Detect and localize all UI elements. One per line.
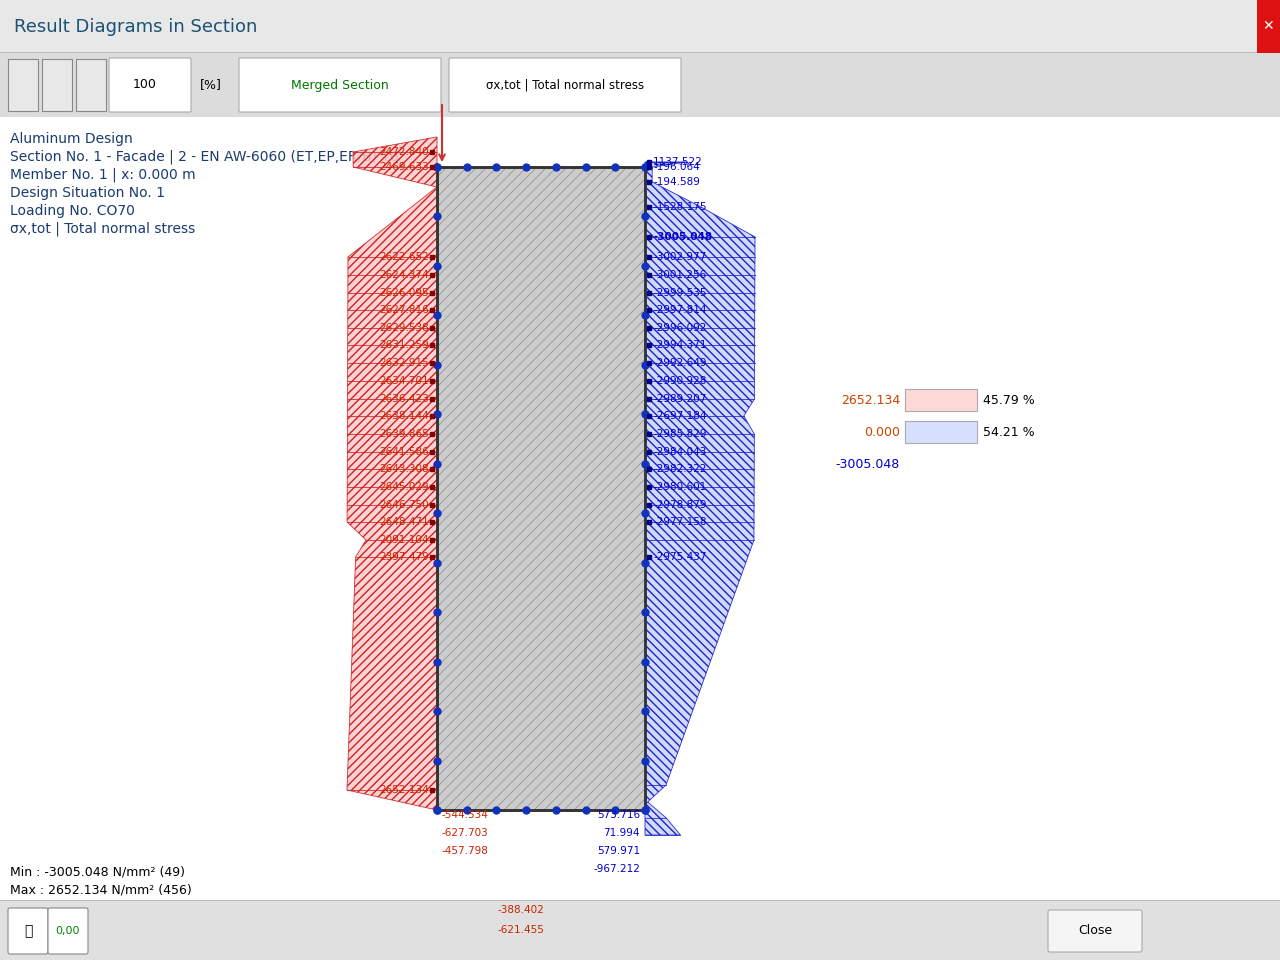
FancyBboxPatch shape xyxy=(49,908,88,954)
Text: 2626.095: 2626.095 xyxy=(379,288,429,298)
FancyBboxPatch shape xyxy=(109,58,191,112)
Text: σx,tot | Total normal stress: σx,tot | Total normal stress xyxy=(10,222,196,236)
Text: 🔍: 🔍 xyxy=(24,924,32,938)
Text: -2985.829: -2985.829 xyxy=(653,429,707,439)
FancyBboxPatch shape xyxy=(239,58,442,112)
Text: -2994.371: -2994.371 xyxy=(653,340,707,350)
Text: Section No. 1 - Facade | 2 - EN AW-6060 (ET,EP,ER/B) T6: Section No. 1 - Facade | 2 - EN AW-6060 … xyxy=(10,150,399,164)
Text: 2639.865: 2639.865 xyxy=(379,429,429,439)
Text: -196.064: -196.064 xyxy=(653,162,700,172)
Text: 71.994: 71.994 xyxy=(603,828,640,838)
Text: -457.798: -457.798 xyxy=(442,846,489,856)
Text: -2978.879: -2978.879 xyxy=(653,500,707,510)
Text: -544.534: -544.534 xyxy=(442,810,489,820)
Text: Design Situation No. 1: Design Situation No. 1 xyxy=(10,186,165,200)
Text: 54.21 %: 54.21 % xyxy=(983,425,1034,439)
Bar xyxy=(905,389,977,411)
Text: 0,00: 0,00 xyxy=(56,926,81,936)
Text: 2397.479: 2397.479 xyxy=(379,552,429,562)
Text: -194.589: -194.589 xyxy=(653,177,700,187)
Bar xyxy=(436,167,645,810)
Text: 2634.701: 2634.701 xyxy=(379,376,429,386)
Bar xyxy=(0,0,1280,53)
Text: -2990.928: -2990.928 xyxy=(653,376,707,386)
Text: -2982.322: -2982.322 xyxy=(653,464,707,474)
FancyBboxPatch shape xyxy=(449,58,681,112)
Text: 2643.308: 2643.308 xyxy=(379,464,429,474)
Text: 2632.915: 2632.915 xyxy=(379,358,429,368)
Text: -2996.092: -2996.092 xyxy=(653,323,707,333)
Text: 2645.029: 2645.029 xyxy=(379,482,429,492)
Bar xyxy=(905,421,977,443)
Text: -2984.043: -2984.043 xyxy=(653,447,707,457)
Text: 2629.538: 2629.538 xyxy=(379,323,429,333)
Text: 2648.471: 2648.471 xyxy=(379,517,429,527)
Text: -2697.184: -2697.184 xyxy=(653,411,707,421)
Text: -2975.437: -2975.437 xyxy=(653,552,707,562)
Text: Result Diagrams in Section: Result Diagrams in Section xyxy=(14,17,257,36)
Text: 2631.259: 2631.259 xyxy=(379,340,429,350)
Text: 100: 100 xyxy=(133,79,157,91)
Text: Aluminum Design: Aluminum Design xyxy=(10,132,133,146)
Text: 2091.104: 2091.104 xyxy=(379,535,429,545)
Text: ✕: ✕ xyxy=(1262,19,1274,34)
Text: -3005.048: -3005.048 xyxy=(653,232,712,242)
Text: -2999.535: -2999.535 xyxy=(653,288,707,298)
Text: -388.402: -388.402 xyxy=(498,905,544,915)
Text: Max : 2652.134 N/mm² (456): Max : 2652.134 N/mm² (456) xyxy=(10,883,192,897)
Text: -3005.048: -3005.048 xyxy=(836,458,900,470)
FancyBboxPatch shape xyxy=(8,908,49,954)
Text: 45.79 %: 45.79 % xyxy=(983,394,1034,406)
FancyBboxPatch shape xyxy=(1048,910,1142,952)
Text: -2997.814: -2997.814 xyxy=(653,305,707,315)
Text: -967.212: -967.212 xyxy=(593,864,640,874)
Polygon shape xyxy=(347,137,436,810)
Text: 573.716: 573.716 xyxy=(596,810,640,820)
Text: -2989.207: -2989.207 xyxy=(653,394,707,404)
Text: [%]: [%] xyxy=(200,79,221,91)
Text: 579.971: 579.971 xyxy=(596,846,640,856)
Bar xyxy=(0,900,1280,960)
Text: 2624.374: 2624.374 xyxy=(379,270,429,280)
Polygon shape xyxy=(645,162,755,835)
Text: 1137.522: 1137.522 xyxy=(653,157,703,167)
Bar xyxy=(42,59,72,111)
Bar xyxy=(0,900,1280,901)
Text: 2641.586: 2641.586 xyxy=(379,447,429,457)
Text: 2636.423: 2636.423 xyxy=(379,394,429,404)
Bar xyxy=(8,59,38,111)
Bar xyxy=(0,53,1280,117)
Text: Loading No. CO70: Loading No. CO70 xyxy=(10,204,134,218)
Text: -621.455: -621.455 xyxy=(498,925,544,935)
Text: -2992.649: -2992.649 xyxy=(653,358,707,368)
Bar xyxy=(76,59,106,111)
Bar xyxy=(436,167,645,810)
Text: Min : -3005.048 N/mm² (49): Min : -3005.048 N/mm² (49) xyxy=(10,866,186,878)
Text: Member No. 1 | x: 0.000 m: Member No. 1 | x: 0.000 m xyxy=(10,168,196,182)
Bar xyxy=(1257,0,1280,53)
Text: -2977.158: -2977.158 xyxy=(653,517,707,527)
Text: 2622.652: 2622.652 xyxy=(379,252,429,262)
Text: 2627.816: 2627.816 xyxy=(379,305,429,315)
Text: -1528.175: -1528.175 xyxy=(653,202,707,212)
Text: Close: Close xyxy=(1078,924,1112,938)
Text: -3002.977: -3002.977 xyxy=(653,252,707,262)
Text: 2469.633: 2469.633 xyxy=(379,162,429,172)
Bar xyxy=(0,117,1280,900)
Text: σx,tot | Total normal stress: σx,tot | Total normal stress xyxy=(486,79,644,91)
Text: 0.000: 0.000 xyxy=(864,425,900,439)
Text: -3001.256: -3001.256 xyxy=(653,270,707,280)
Text: 2652.134: 2652.134 xyxy=(379,785,429,795)
Text: 2652.134: 2652.134 xyxy=(841,394,900,406)
Text: -2980.601: -2980.601 xyxy=(653,482,707,492)
Text: 2472.840: 2472.840 xyxy=(379,147,429,157)
Bar xyxy=(0,52,1280,53)
Text: -627.703: -627.703 xyxy=(442,828,489,838)
Text: 2646.750: 2646.750 xyxy=(379,500,429,510)
Text: 2638.144: 2638.144 xyxy=(379,411,429,421)
Text: Merged Section: Merged Section xyxy=(291,79,389,91)
